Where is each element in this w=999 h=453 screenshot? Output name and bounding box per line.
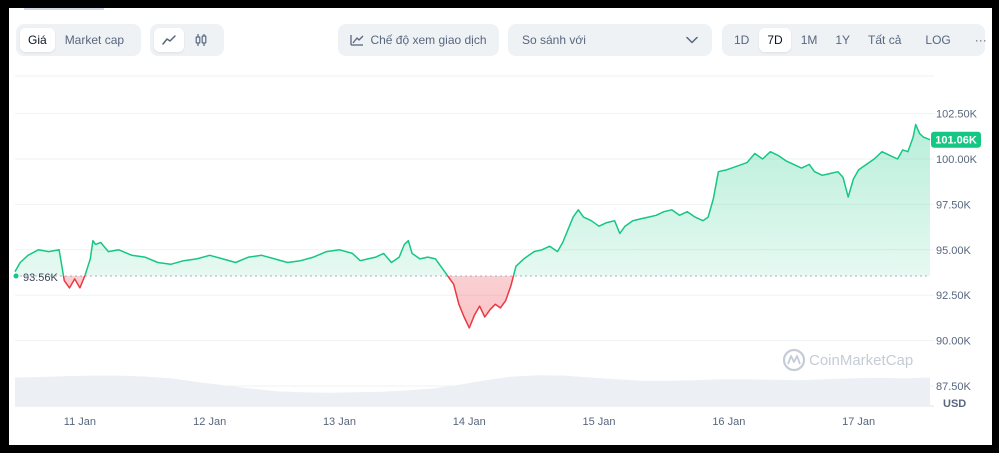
watermark-text: CoinMarketCap <box>809 352 913 369</box>
x-tick-label: 16 Jan <box>712 416 745 428</box>
volume-area <box>15 375 930 406</box>
watermark: CoinMarketCap <box>782 348 913 372</box>
line-chart-icon[interactable] <box>154 28 184 52</box>
baseline-marker <box>13 273 19 279</box>
area-below-baseline <box>15 275 930 328</box>
baseline-price-label: 93.56K <box>23 272 59 284</box>
x-tick-label: 12 Jan <box>193 416 226 428</box>
compare-placeholder: So sánh với <box>522 33 586 47</box>
y-tick-label: 92.50K <box>936 290 972 302</box>
x-tick-label: 14 Jan <box>453 416 486 428</box>
range-1y[interactable]: 1Y <box>827 28 858 52</box>
y-tick-label: 87.50K <box>936 381 972 393</box>
y-tick-label: 95.00K <box>936 245 972 257</box>
tab-underline <box>24 8 104 10</box>
range-toggle: 1D 7D 1M 1Y Tất cả LOG ··· <box>722 24 987 56</box>
trading-view-icon <box>350 35 364 46</box>
price-chart: CoinMarketCap 87.50K 90.00K 92.50K 95.00K 97… <box>13 75 981 428</box>
price-area <box>15 124 930 328</box>
currency-label: USD <box>943 398 966 410</box>
y-tick-label: 100.00K <box>936 154 978 166</box>
price-labels: 93.56K 101.06K <box>13 131 981 284</box>
y-tick-label: 102.50K <box>936 109 978 121</box>
chart-panel: Giá Market cap Chế độ xem <box>9 8 992 445</box>
more-options-button[interactable]: ··· <box>967 28 992 52</box>
range-1m[interactable]: 1M <box>793 28 826 52</box>
chart-toolbar: Giá Market cap Chế độ xem <box>9 24 992 56</box>
x-tick-label: 15 Jan <box>583 416 616 428</box>
range-all[interactable]: Tất cả <box>860 28 909 52</box>
y-tick-label: 90.00K <box>936 336 972 348</box>
trading-view-button[interactable]: Chế độ xem giao dịch <box>338 24 499 56</box>
chart-style-toggle <box>150 24 224 56</box>
volume-fill <box>15 375 930 406</box>
y-tick-label: 97.50K <box>936 199 972 211</box>
price-line-up <box>14 123 931 276</box>
tab-market-cap[interactable]: Market cap <box>57 28 132 52</box>
chevron-down-icon <box>686 36 698 44</box>
x-axis: 11 Jan 12 Jan 13 Jan 14 Jan 15 Jan 16 Jan 17 J… <box>64 416 875 428</box>
x-tick-label: 17 Jan <box>842 416 875 428</box>
log-scale-button[interactable]: LOG <box>917 28 958 52</box>
current-price-label: 101.06K <box>935 135 977 147</box>
y-axis: 87.50K 90.00K 92.50K 95.00K 97.50K 100.00K 102… <box>936 109 978 410</box>
metric-toggle: Giá Market cap <box>16 24 141 56</box>
x-tick-label: 13 Jan <box>323 416 356 428</box>
area-above-baseline <box>15 124 930 276</box>
coinmarketcap-logo-icon <box>782 348 806 372</box>
price-line-down <box>62 275 515 329</box>
range-1d[interactable]: 1D <box>726 28 757 52</box>
compare-select[interactable]: So sánh với <box>508 24 712 56</box>
candlestick-icon[interactable] <box>186 28 216 52</box>
tab-price[interactable]: Giá <box>20 28 55 52</box>
x-tick-label: 11 Jan <box>64 416 96 428</box>
trading-view-label: Chế độ xem giao dịch <box>370 33 487 47</box>
price-line <box>14 123 931 329</box>
range-7d[interactable]: 7D <box>759 28 791 52</box>
current-price-badge <box>931 131 981 148</box>
